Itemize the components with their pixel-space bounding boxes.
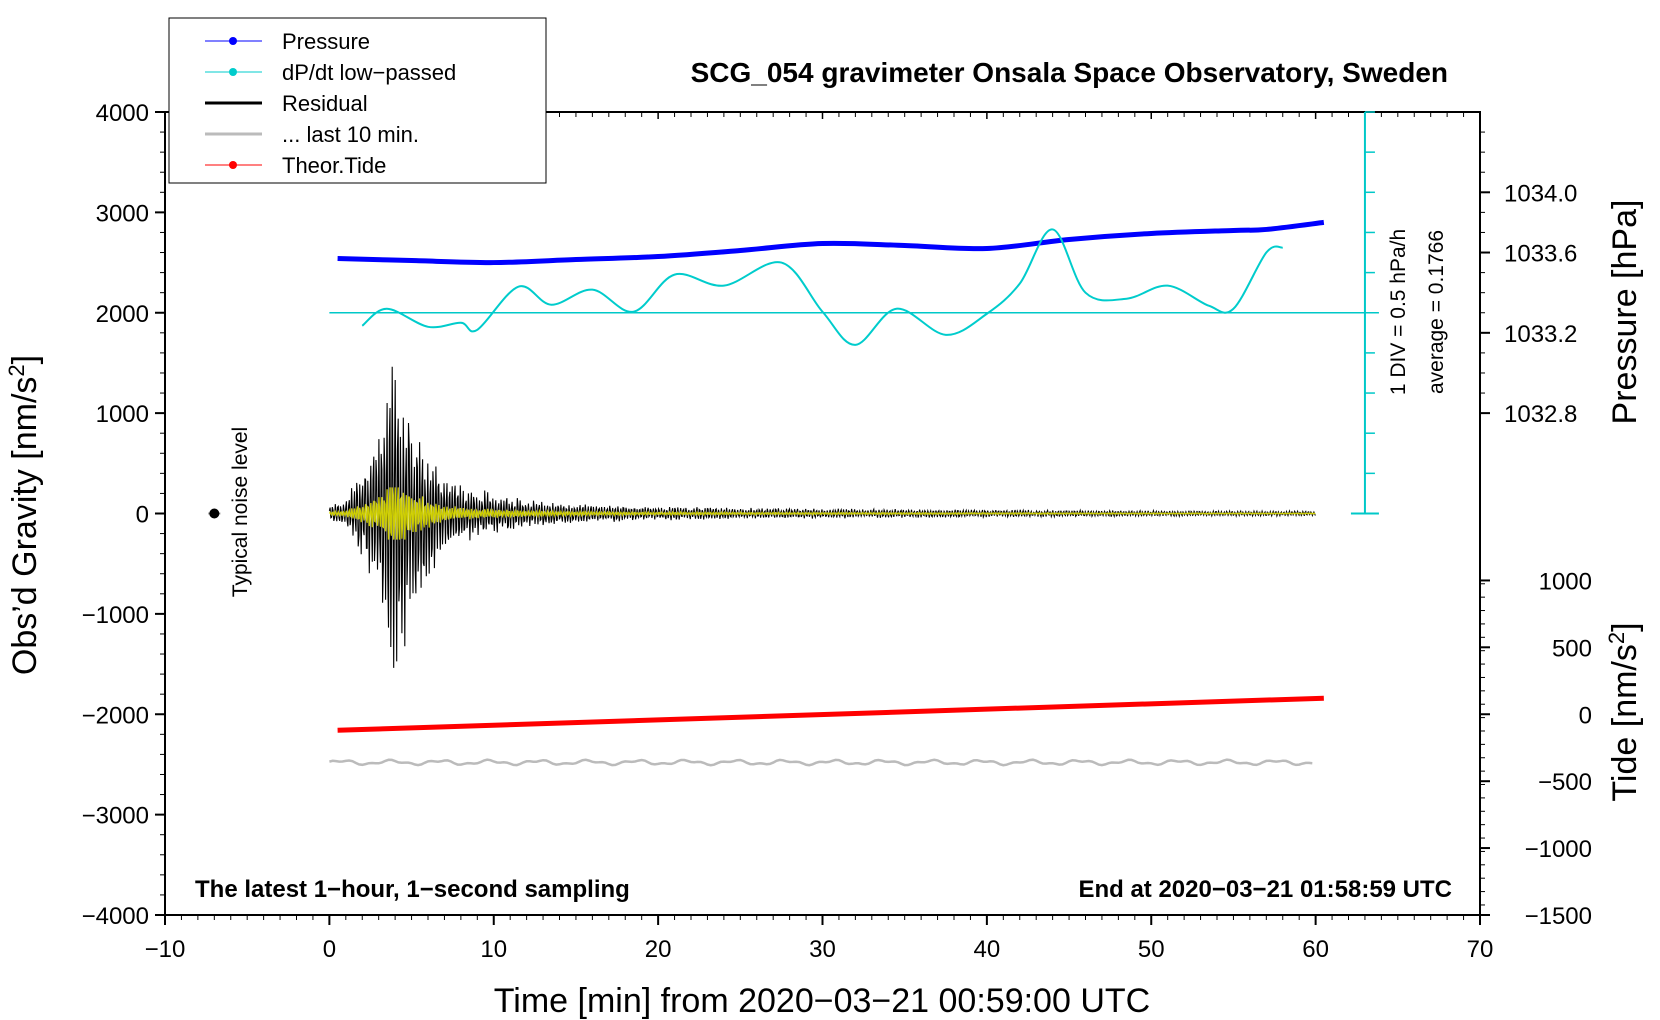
footer-right: End at 2020−03−21 01:58:59 UTC	[1078, 876, 1452, 903]
series-layer	[208, 111, 1379, 767]
scale-text-div: 1 DIV = 0.5 hPa/h	[1387, 229, 1410, 395]
tide-tick-label: −1500	[1525, 903, 1592, 930]
y-tick-label: −4000	[82, 903, 149, 930]
y-tick-label: 1000	[96, 401, 149, 428]
y-tick-label: 2000	[96, 301, 149, 328]
pressure-tick-label: 1033.6	[1504, 241, 1577, 268]
y-tick-label: 4000	[96, 100, 149, 127]
dpdt-series	[361, 228, 1284, 346]
residual-filtered-series	[328, 487, 1316, 540]
legend-label: Residual	[282, 91, 368, 116]
legend-label: Pressure	[282, 29, 370, 54]
y-axis-pressure: 1032.8 1033.2 1033.6 1034.0	[1480, 131, 1577, 428]
chart-title: SCG_054 gravimeter Onsala Space Observat…	[691, 57, 1448, 88]
x-tick-label: 50	[1138, 936, 1165, 963]
x-tick-label: 10	[480, 936, 507, 963]
tide-tick-label: 500	[1552, 635, 1592, 662]
pressure-tick-label: 1033.2	[1504, 321, 1577, 348]
tide-tick-label: 1000	[1539, 568, 1592, 595]
noise-label: Typical noise level	[229, 427, 252, 597]
pressure-tick-label: 1034.0	[1504, 180, 1577, 207]
footer-left: The latest 1−hour, 1−second sampling	[195, 876, 630, 903]
y-axis-title-left: Obs’d Gravity [nm/s2]	[4, 355, 44, 675]
y-axis-left: −4000 −3000 −2000 −1000 0 1000 2000 3000 4000	[82, 100, 165, 930]
y-tick-label: −2000	[82, 702, 149, 729]
y-tick-label: −1000	[82, 602, 149, 629]
legend-swatch-dot	[229, 161, 237, 169]
last-10-min-series	[329, 758, 1313, 767]
x-tick-label: 70	[1467, 936, 1494, 963]
y-axis-title-tide: Tide [nm/s2]	[1604, 622, 1644, 801]
y-tick-label: −3000	[82, 803, 149, 830]
legend-swatch-dot	[229, 37, 237, 45]
y-axis-title-pressure: Pressure [hPa]	[1606, 200, 1644, 425]
legend-label: dP/dt low−passed	[282, 60, 456, 85]
x-tick-label: 0	[323, 936, 336, 963]
x-tick-label: 20	[645, 936, 672, 963]
y-tick-label: 0	[136, 502, 149, 529]
legend-swatch-dot	[229, 68, 237, 76]
pressure-series	[337, 219, 1325, 266]
tide-tick-label: −500	[1538, 769, 1592, 796]
legend-label: ... last 10 min.	[282, 122, 419, 147]
scale-text-average: average = 0.1766	[1425, 230, 1448, 394]
x-tick-label: −10	[145, 936, 186, 963]
tide-tick-label: 0	[1579, 702, 1592, 729]
tide-tick-label: −1000	[1525, 836, 1592, 863]
y-tick-label: 3000	[96, 200, 149, 227]
x-tick-label: 40	[974, 936, 1001, 963]
legend: Pressure dP/dt low−passed Residual ... last…	[168, 17, 547, 184]
tide-series	[337, 695, 1324, 733]
x-axis: −10 0 10 20 30 40 50 60 70	[145, 112, 1494, 963]
legend-box	[168, 17, 547, 184]
noise-marker	[209, 508, 220, 519]
pressure-tick-label: 1032.8	[1504, 401, 1577, 428]
y-axis-tide: −1500 −1000 −500 0 500 1000	[1480, 568, 1592, 930]
x-tick-label: 60	[1302, 936, 1329, 963]
legend-label: Theor.Tide	[282, 153, 386, 178]
x-tick-label: 30	[809, 936, 836, 963]
x-axis-title: Time [min] from 2020−03−21 00:59:00 UTC	[494, 982, 1150, 1020]
